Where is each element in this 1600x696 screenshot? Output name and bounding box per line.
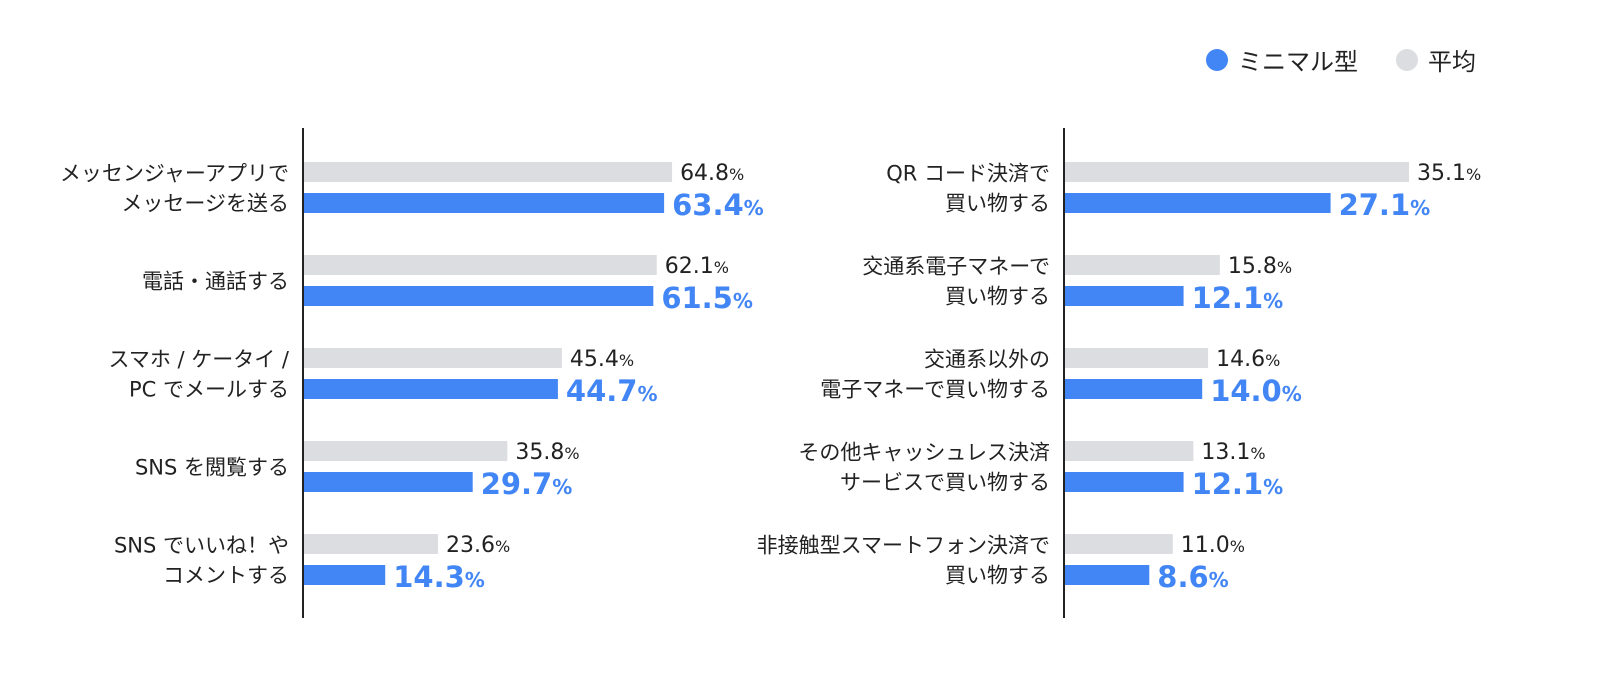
value-label-minimal-1-5: 14.3% [393,560,485,594]
category-label-1-3-line-1: スマホ / ケータイ / [108,348,289,372]
category-label-2-1-line-2: 買い物する [945,192,1050,216]
value-label-minimal-2-2: 12.1% [1192,281,1284,315]
category-label-2-5-line-1: 非接触型スマートフォン決済で [757,534,1050,558]
bar-minimal-2-3 [1065,379,1203,399]
legend-swatch-average [1396,48,1418,71]
bar-average-2-3 [1065,348,1209,368]
bar-average-1-4 [304,441,508,461]
value-label-average-1-3: 45.4% [570,347,634,372]
legend: ミニマル型 平均 [1206,42,1514,77]
bar-minimal-1-2 [304,286,654,306]
value-label-minimal-1-2: 61.5% [661,281,753,315]
value-label-average-2-1: 35.1% [1417,161,1481,186]
value-label-minimal-1-1: 63.4% [672,188,764,222]
bar-average-2-5 [1065,534,1173,554]
value-label-minimal-1-4: 29.7% [481,467,573,501]
value-label-minimal-2-5: 8.6% [1157,560,1228,594]
value-label-average-1-1: 64.8% [680,161,744,186]
bar-minimal-1-1 [304,193,665,213]
bar-average-1-2 [304,255,657,275]
legend-swatch-minimal [1206,48,1228,71]
value-label-average-2-3: 14.6% [1216,347,1280,372]
category-label-2-2-line-1: 交通系電子マネーで [862,255,1050,279]
category-label-2-4-line-2: サービスで買い物する [840,471,1050,495]
bar-minimal-2-5 [1065,565,1150,585]
bar-average-1-5 [304,534,439,554]
category-label-2-1-line-1: QR コード決済で [886,162,1050,186]
bar-minimal-1-3 [304,379,558,399]
category-label-1-3-line-2: PC でメールする [129,378,289,402]
category-label-2-3-line-1: 交通系以外の [924,348,1050,372]
bar-average-1-1 [304,162,673,182]
bar-average-2-2 [1065,255,1220,275]
legend-item-minimal: ミニマル型 [1206,42,1358,77]
bar-average-1-3 [304,348,562,368]
value-label-average-1-4: 35.8% [515,440,579,465]
bar-minimal-2-4 [1065,472,1184,492]
category-label-2-4-line-1: その他キャッシュレス決済 [798,441,1050,465]
value-label-average-1-2: 62.1% [665,254,729,279]
value-label-average-1-5: 23.6% [446,533,510,558]
value-label-average-2-2: 15.8% [1228,254,1292,279]
legend-label-minimal: ミニマル型 [1238,48,1358,76]
category-label-2-2-line-2: 買い物する [945,285,1050,309]
category-label-1-1-line-2: メッセージを送る [121,192,289,216]
value-label-average-2-4: 13.1% [1201,440,1265,465]
value-label-minimal-2-1: 27.1% [1339,188,1431,222]
legend-item-average: 平均 [1396,42,1476,77]
bar-minimal-2-2 [1065,286,1184,306]
bar-average-2-4 [1065,441,1194,461]
value-label-minimal-2-4: 12.1% [1192,467,1284,501]
value-label-minimal-1-3: 44.7% [566,374,658,408]
bar-minimal-2-1 [1065,193,1331,213]
category-label-1-4-line-1: SNS を閲覧する [135,456,289,480]
bar-average-2-1 [1065,162,1409,182]
legend-label-average: 平均 [1428,48,1476,76]
category-label-2-3-line-2: 電子マネーで買い物する [820,378,1050,402]
value-label-minimal-2-3: 14.0% [1210,374,1302,408]
category-label-1-5-line-1: SNS でいいね！や [114,534,289,558]
category-label-1-2-line-1: 電話・通話する [142,270,289,294]
category-label-1-5-line-2: コメントする [163,564,289,588]
value-label-average-2-5: 11.0% [1181,533,1245,558]
category-label-1-1-line-1: メッセンジャーアプリで [60,162,289,186]
category-label-2-5-line-2: 買い物する [945,564,1050,588]
bar-minimal-1-5 [304,565,386,585]
bar-minimal-1-4 [304,472,473,492]
